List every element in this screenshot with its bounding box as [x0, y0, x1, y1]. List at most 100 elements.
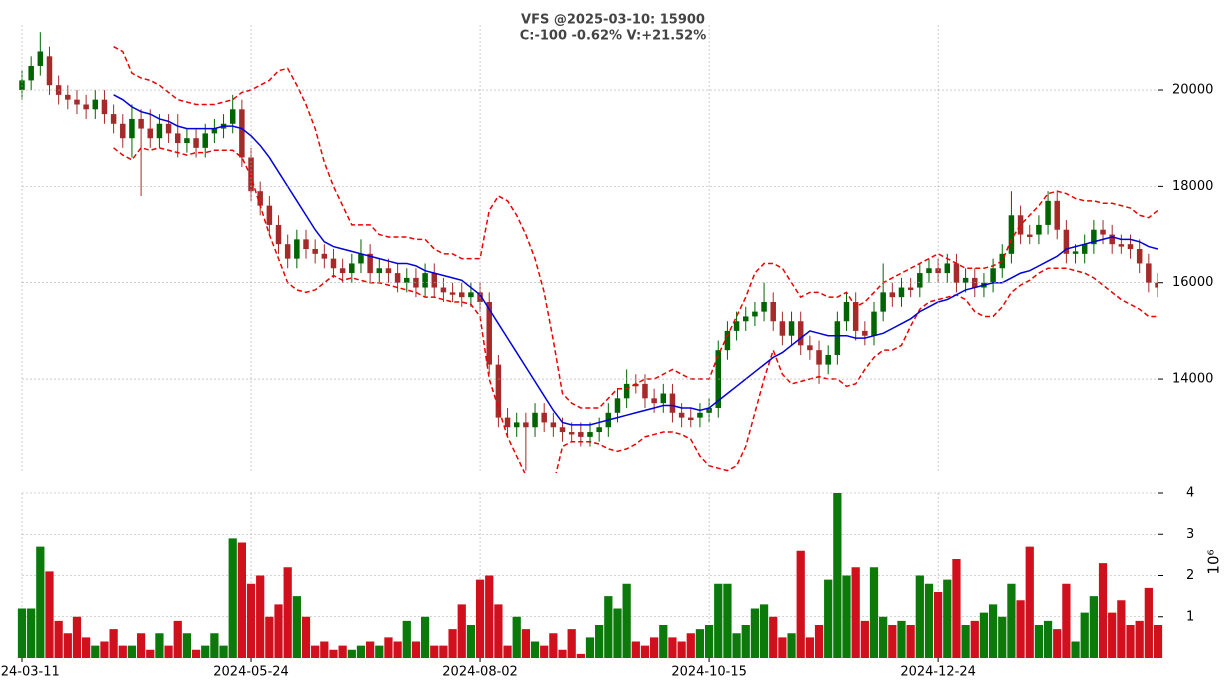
y-tick-label: 16000	[1172, 275, 1213, 290]
candle-body	[458, 292, 465, 298]
volume-bar	[1098, 563, 1108, 658]
volume-bar	[301, 616, 311, 658]
candle-body	[202, 133, 208, 148]
volume-bar	[393, 641, 402, 658]
volume-bar	[558, 649, 567, 658]
candle-body	[495, 364, 502, 418]
candle-body	[1091, 229, 1097, 245]
volume-bar	[402, 620, 411, 658]
volume-bar	[924, 583, 934, 658]
volume-bar	[118, 645, 127, 658]
volume-bar	[677, 641, 686, 658]
volume-bar	[457, 604, 466, 658]
volume-bar	[329, 649, 338, 658]
candle-body	[834, 321, 841, 355]
volume-bar	[576, 653, 585, 658]
candle-body	[110, 114, 117, 124]
volume-bar	[1034, 625, 1044, 658]
candle-body	[816, 350, 822, 365]
volume-bar	[1053, 629, 1062, 658]
x-tick-label: 2024-03-11	[0, 665, 60, 680]
candle-body	[1008, 215, 1015, 254]
candle-body	[1081, 244, 1088, 254]
candle-body	[1155, 282, 1158, 288]
candle-body	[1045, 200, 1051, 225]
candle-body	[1127, 244, 1134, 249]
y-tick-label: 18000	[1172, 179, 1213, 194]
volume-bar	[448, 629, 457, 658]
candle-body	[550, 422, 557, 428]
volume-bar	[750, 608, 760, 658]
volume-bar	[759, 604, 769, 658]
volume-bar	[970, 620, 979, 658]
volume-tick-label: 3	[1186, 527, 1194, 542]
volume-bar	[356, 645, 366, 658]
volume-bar	[439, 645, 448, 658]
candle-body	[990, 268, 996, 283]
candle-body	[532, 412, 538, 428]
candle-body	[184, 138, 190, 144]
y-tick-label: 14000	[1172, 372, 1213, 387]
candle-body	[120, 123, 126, 139]
candle-body	[229, 109, 236, 124]
x-tick-label: 2024-10-15	[671, 665, 747, 680]
candle-body	[788, 321, 795, 336]
candle-body	[46, 56, 53, 86]
volume-bar	[787, 633, 796, 658]
volume-bar	[411, 641, 421, 658]
volume-bar	[1007, 583, 1016, 658]
volume-bar	[998, 616, 1007, 658]
candle-body	[807, 345, 813, 351]
candle-body	[1072, 251, 1079, 254]
candle-body	[623, 383, 630, 399]
candle-body	[257, 191, 263, 206]
candle-body	[724, 330, 731, 351]
volume-bar	[485, 575, 494, 658]
candle-body	[1054, 200, 1060, 230]
candle-body	[733, 321, 740, 331]
candle-body	[1063, 229, 1070, 254]
candle-body	[321, 253, 328, 259]
candle-body	[926, 268, 932, 274]
volume-bar	[567, 629, 576, 658]
volume-tick-label: 4	[1186, 486, 1194, 501]
volume-bar	[512, 616, 521, 658]
candle-body	[449, 292, 456, 295]
candle-body	[394, 273, 401, 283]
candle-body	[660, 393, 667, 404]
candle-body	[385, 268, 392, 274]
candle-body	[1118, 244, 1125, 247]
volume-bar	[420, 616, 430, 658]
volume-bar	[934, 592, 943, 658]
volume-bar	[805, 637, 814, 658]
candle-body	[880, 292, 886, 312]
candle-body	[92, 99, 99, 110]
volume-bar	[384, 637, 393, 658]
volume-bar	[549, 633, 558, 658]
volume-bar	[1135, 620, 1144, 658]
candle-body	[944, 263, 951, 274]
volume-bar	[640, 645, 650, 658]
volume-bar	[1025, 546, 1034, 658]
volume-bar	[521, 629, 530, 658]
volume-bar	[283, 567, 292, 658]
candle-body	[37, 51, 44, 66]
volume-bar	[842, 575, 851, 658]
volume-bar	[650, 637, 659, 658]
chart-subtitle: C:-100 -0.62% V:+21.52%	[520, 29, 707, 44]
volume-tick-label: 2	[1186, 568, 1194, 583]
candle-body	[917, 273, 923, 288]
volume-bar	[274, 604, 283, 658]
candle-body	[614, 398, 621, 413]
volume-bar	[164, 645, 173, 658]
candle-body	[752, 311, 758, 317]
candle-body	[147, 128, 154, 139]
volume-bar	[879, 616, 888, 658]
candle-body	[889, 292, 896, 298]
volume-bar	[1062, 583, 1071, 658]
candle-body	[843, 301, 850, 322]
candle-body	[962, 277, 969, 283]
volume-bar	[796, 550, 805, 658]
candle-body	[559, 427, 566, 433]
candle-body	[523, 422, 529, 428]
